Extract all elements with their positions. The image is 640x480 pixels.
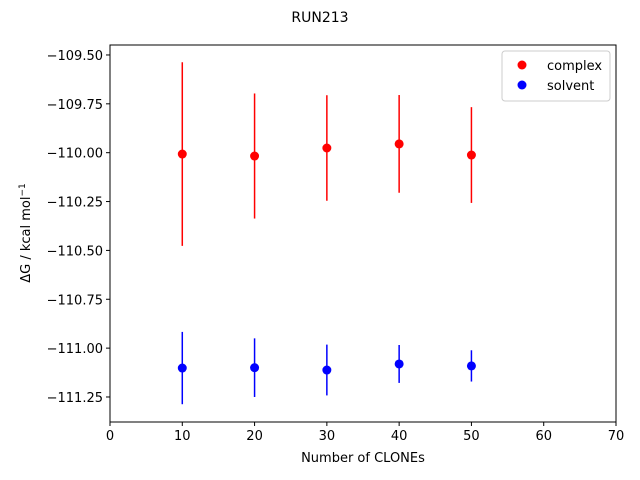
x-tick-label: 60 <box>535 429 552 444</box>
y-tick-label: −110.25 <box>47 196 103 211</box>
legend-marker <box>517 60 527 70</box>
x-tick-label: 30 <box>319 429 336 444</box>
point <box>466 361 476 371</box>
y-tick-label: −109.75 <box>47 98 103 113</box>
x-tick-label: 70 <box>608 429 625 444</box>
y-tick-label: −111.00 <box>47 342 103 357</box>
point <box>394 139 404 149</box>
point <box>177 363 187 373</box>
chart-title: RUN213 <box>291 10 348 26</box>
x-tick-label: 20 <box>246 429 263 444</box>
point <box>250 363 260 373</box>
legend-label: complex <box>547 59 602 74</box>
x-tick-label: 0 <box>106 429 114 444</box>
y-axis-label-text: ΔG / kcal mol <box>19 197 34 283</box>
point <box>177 149 187 159</box>
x-tick-label: 10 <box>174 429 191 444</box>
x-tick-label: 50 <box>463 429 480 444</box>
point <box>322 143 332 153</box>
legend-label: solvent <box>547 79 594 94</box>
y-tick-label: −110.75 <box>47 293 103 308</box>
legend-marker <box>517 80 527 90</box>
point <box>322 365 332 375</box>
y-tick-label: −109.50 <box>47 49 103 64</box>
y-tick-label: −111.25 <box>47 391 103 406</box>
legend-box <box>501 50 611 102</box>
point <box>466 150 476 160</box>
y-tick-label: −110.00 <box>47 147 103 162</box>
y-tick-label: −110.50 <box>47 244 103 259</box>
plot-frame <box>109 44 617 423</box>
point <box>394 359 404 369</box>
y-axis-label: ΔG / kcal mol−1 <box>18 183 34 283</box>
x-tick-label: 40 <box>391 429 408 444</box>
point <box>250 151 260 161</box>
x-axis-label: Number of CLONEs <box>301 451 425 466</box>
y-axis-label-superscript: −1 <box>18 183 28 196</box>
